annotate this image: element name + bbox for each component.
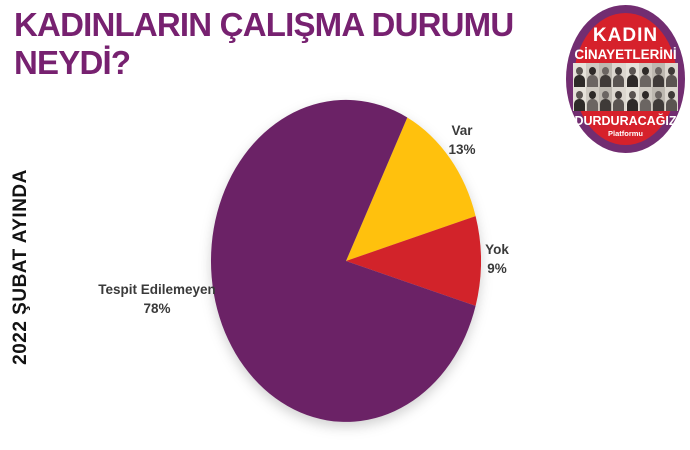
pie-slice-var (346, 117, 476, 261)
portrait-thumbnail (573, 63, 587, 87)
portrait-head (641, 67, 649, 75)
logo-text-cinayetlerini: CİNAYETLERİNİ (574, 47, 677, 62)
page-title: KADINLARIN ÇALIŞMA DURUMU NEYDİ? (14, 6, 514, 82)
portrait-head (628, 67, 636, 75)
portrait-thumbnail (586, 63, 600, 87)
portrait-head (654, 67, 662, 75)
portrait-torso (587, 99, 599, 111)
logo-text-kadin: KADIN (592, 25, 659, 46)
portrait-thumbnail (612, 63, 626, 87)
portrait-torso (626, 75, 638, 87)
pie-slice-tespit-edilemeyen (210, 99, 476, 422)
portrait-head (589, 91, 597, 99)
portrait-thumbnail (625, 63, 639, 87)
portrait-head (576, 67, 584, 75)
portrait-head (576, 91, 584, 99)
portrait-torso (613, 99, 625, 111)
women-portraits-strip (573, 63, 678, 111)
portrait-thumbnail (664, 87, 678, 111)
page-title-line1: KADINLARIN ÇALIŞMA DURUMU (14, 6, 514, 43)
portrait-torso (639, 75, 651, 87)
slice-label-var: Var 13% (430, 121, 494, 159)
portrait-torso (574, 99, 586, 111)
portrait-thumbnail (638, 87, 652, 111)
slice-label-yok-name: Yok (485, 242, 509, 257)
portrait-thumbnail (612, 87, 626, 111)
slice-label-var-name: Var (451, 123, 473, 138)
portrait-thumbnail (573, 87, 587, 111)
portrait-torso (639, 99, 651, 111)
portrait-torso (665, 75, 677, 87)
slice-label-var-pct: 13% (448, 142, 476, 157)
portrait-torso (613, 75, 625, 87)
slice-label-tespit-pct: 78% (143, 301, 171, 316)
portrait-head (667, 91, 675, 99)
portrait-torso (600, 75, 612, 87)
slice-label-tespit-name: Tespit Edilemeyen (98, 282, 216, 297)
portrait-thumbnail (599, 63, 613, 87)
portrait-torso (587, 75, 599, 87)
portrait-head (615, 67, 623, 75)
portrait-thumbnail (625, 87, 639, 111)
portrait-head (602, 91, 610, 99)
portrait-torso (574, 75, 586, 87)
portrait-thumbnail (586, 87, 600, 111)
portrait-head (602, 67, 610, 75)
portrait-thumbnail (664, 63, 678, 87)
pie-slice-yok (346, 216, 481, 306)
portrait-head (654, 91, 662, 99)
portrait-torso (626, 99, 638, 111)
page-title-line2: NEYDİ? (14, 44, 131, 81)
portrait-head (641, 91, 649, 99)
portrait-head (615, 91, 623, 99)
portrait-torso (652, 75, 664, 87)
slice-label-tespit-edilemeyen: Tespit Edilemeyen 78% (61, 280, 253, 318)
logo-text-durduracagiz: DURDURACAĞIZ (574, 114, 677, 128)
portrait-torso (665, 99, 677, 111)
portrait-head (628, 91, 636, 99)
slice-label-yok-pct: 9% (487, 261, 507, 276)
portrait-torso (600, 99, 612, 111)
pie-slices-group (210, 99, 481, 422)
logo-text-platformu: Platformu (607, 129, 643, 138)
portrait-head (667, 67, 675, 75)
portrait-thumbnail (599, 87, 613, 111)
portrait-torso (652, 99, 664, 111)
portrait-thumbnail (651, 63, 665, 87)
portrait-thumbnail (651, 87, 665, 111)
portrait-head (589, 67, 597, 75)
portrait-thumbnail (638, 63, 652, 87)
organization-logo: KADIN CİNAYETLERİNİ DURDURACAĞIZ Platfor… (566, 5, 685, 153)
slice-label-yok: Yok 9% (465, 240, 529, 278)
